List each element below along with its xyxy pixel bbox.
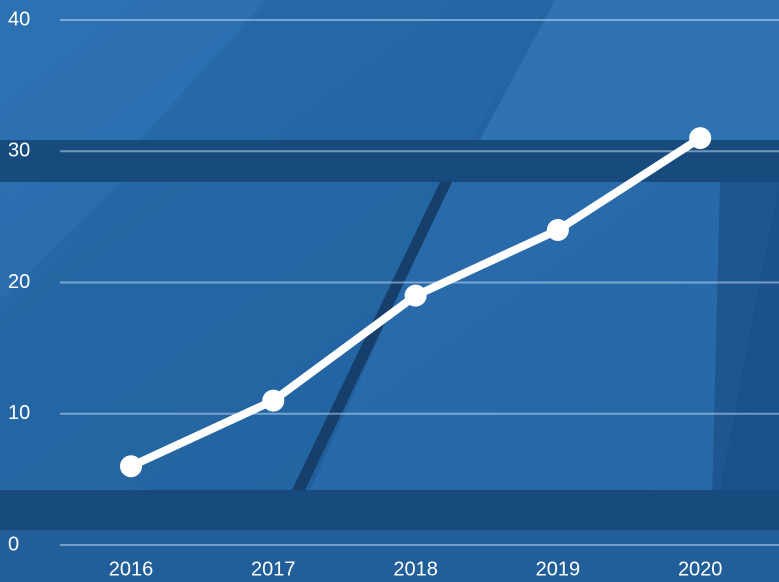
y-tick-label: 0 [8, 533, 19, 555]
point [120, 455, 142, 478]
x-tick-label: 2018 [393, 558, 438, 580]
x-tick-label: 2016 [109, 558, 154, 580]
x-tick-label: 2019 [536, 558, 581, 580]
point [689, 127, 712, 150]
point [546, 219, 569, 241]
y-tick-label: 10 [8, 402, 30, 424]
y-tick-label: 40 [8, 8, 30, 30]
point [262, 389, 285, 412]
y-tick-label: 30 [8, 140, 30, 162]
x-tick-label: 2020 [678, 558, 723, 580]
y-tick-label: 20 [8, 271, 30, 293]
x-tick-label: 2017 [251, 558, 296, 580]
point [404, 284, 427, 307]
